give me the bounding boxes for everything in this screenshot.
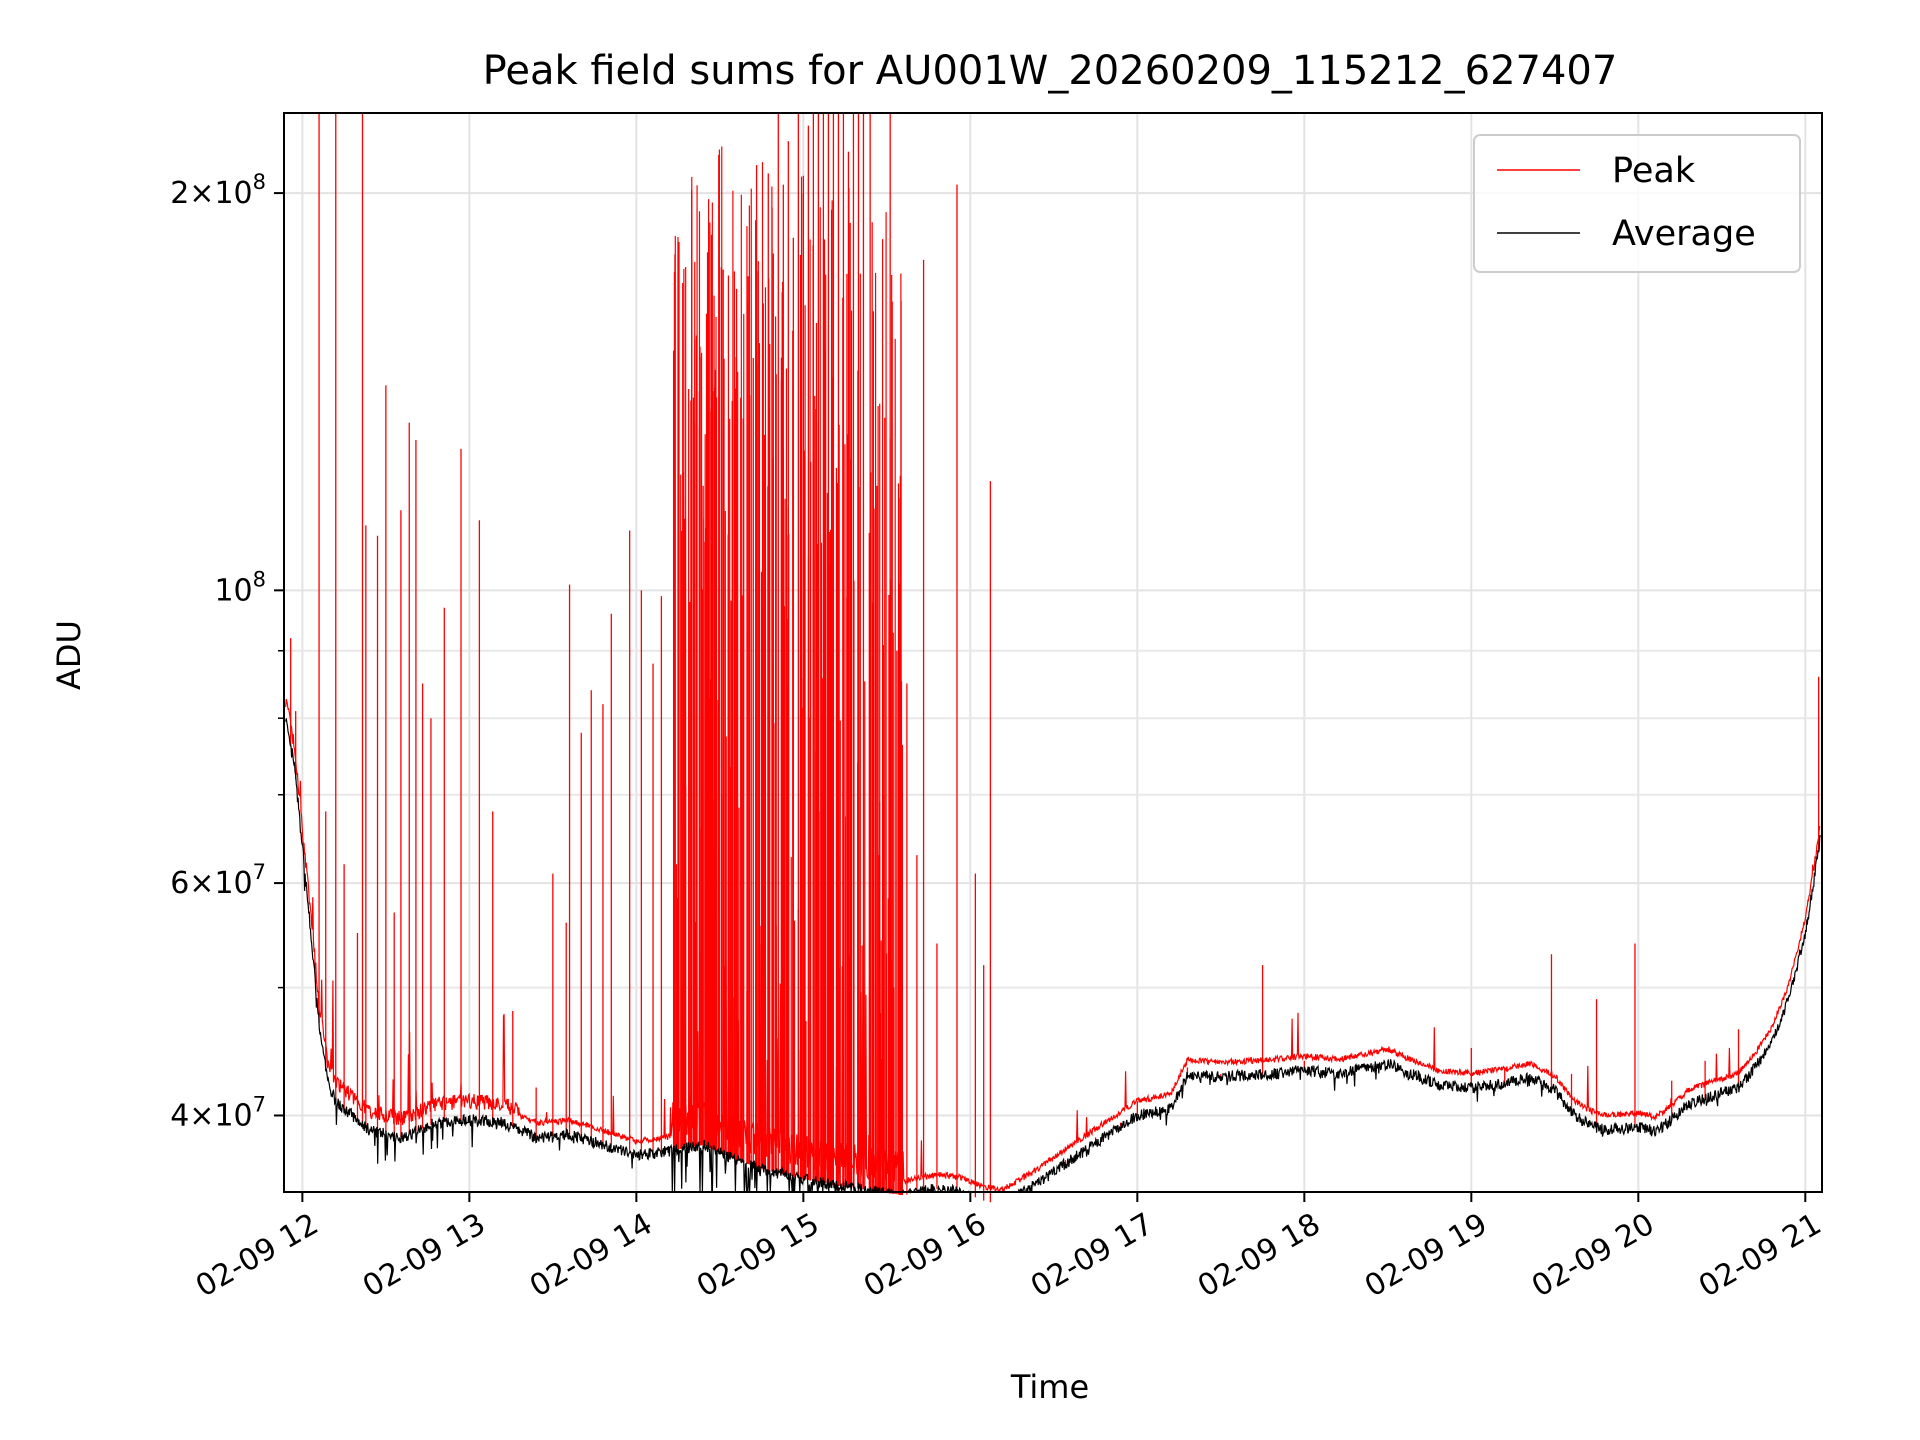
legend-label-average: Average <box>1612 214 1756 254</box>
x-tick-label: 02-09 17 <box>1025 1207 1159 1305</box>
average-series <box>285 718 1821 1194</box>
x-tick-label: 02-09 16 <box>858 1207 992 1305</box>
y-tick-label: 4×107 <box>170 1092 266 1133</box>
x-tick-label: 02-09 21 <box>1693 1207 1827 1305</box>
x-tick-label: 02-09 15 <box>691 1207 825 1305</box>
legend-label-peak: Peak <box>1612 151 1696 191</box>
x-tick-label: 02-09 20 <box>1526 1207 1660 1305</box>
x-tick-label: 02-09 19 <box>1359 1207 1493 1305</box>
x-axis-title: Time <box>1010 1368 1089 1406</box>
y-tick-label: 2×108 <box>170 170 266 211</box>
plot-area <box>285 113 1821 1203</box>
y-axis-title: ADU <box>50 620 88 690</box>
grid-layer <box>284 113 1822 1192</box>
peak-line <box>285 698 1821 1194</box>
average-line <box>285 718 1821 1194</box>
x-tick-label: 02-09 12 <box>190 1207 324 1305</box>
axis-ticks: 02-09 12 02-09 13 02-09 14 02-09 15 02-09 16… <box>170 170 1827 1304</box>
x-tick-label: 02-09 13 <box>357 1207 491 1305</box>
chart-title: Peak field sums for AU001W_20260209_1152… <box>483 48 1618 94</box>
x-tick-label: 02-09 14 <box>524 1207 658 1305</box>
x-tick-label: 02-09 18 <box>1192 1207 1326 1305</box>
peak-series <box>285 113 1821 1203</box>
y-tick-label: 108 <box>214 567 266 608</box>
legend: Peak Average <box>1473 134 1801 273</box>
axes-frame <box>283 112 1823 1193</box>
y-tick-label: 6×107 <box>170 860 266 901</box>
